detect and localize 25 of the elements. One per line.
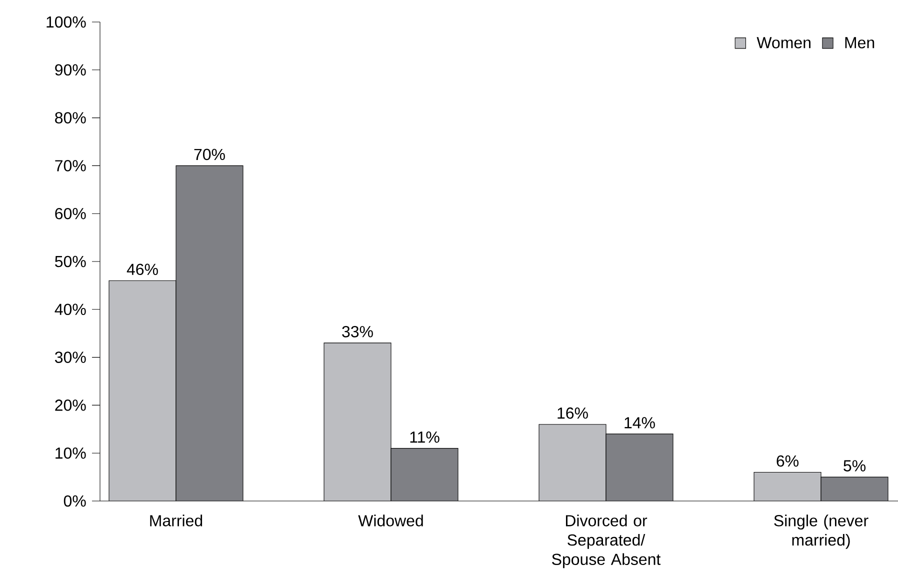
data-label: 11% <box>410 432 440 443</box>
y-tick-label: 40% <box>54 304 86 316</box>
y-tick-label: 70% <box>55 160 86 172</box>
x-tick-label: Married <box>150 514 202 526</box>
y-tick-label: 80% <box>55 112 86 124</box>
data-label: 33% <box>342 326 373 338</box>
legend-label: Men <box>845 37 874 48</box>
x-tick-label: Divorced or Separated/ Spouse Absent <box>552 514 661 568</box>
y-tick-label: 0% <box>64 495 86 507</box>
data-label: 70% <box>194 148 225 160</box>
y-tick-label: 30% <box>54 352 86 363</box>
y-tick-label: 90% <box>55 64 86 76</box>
data-label: 6% <box>776 455 798 467</box>
x-tick-label: Single (never married) <box>774 514 868 549</box>
y-tick-label: 20% <box>55 400 86 411</box>
y-tick-label: 60% <box>55 208 86 220</box>
data-label: 14% <box>624 417 655 428</box>
data-label: 46% <box>126 264 158 276</box>
y-tick-label: 100% <box>46 16 86 28</box>
y-tick-label: 50% <box>55 256 86 268</box>
data-label: 5% <box>844 460 866 472</box>
x-tick-label: Widowed <box>358 514 423 526</box>
y-tick-label: 10% <box>56 447 86 459</box>
legend-label: Women <box>756 37 810 48</box>
data-label: 16% <box>558 407 588 419</box>
